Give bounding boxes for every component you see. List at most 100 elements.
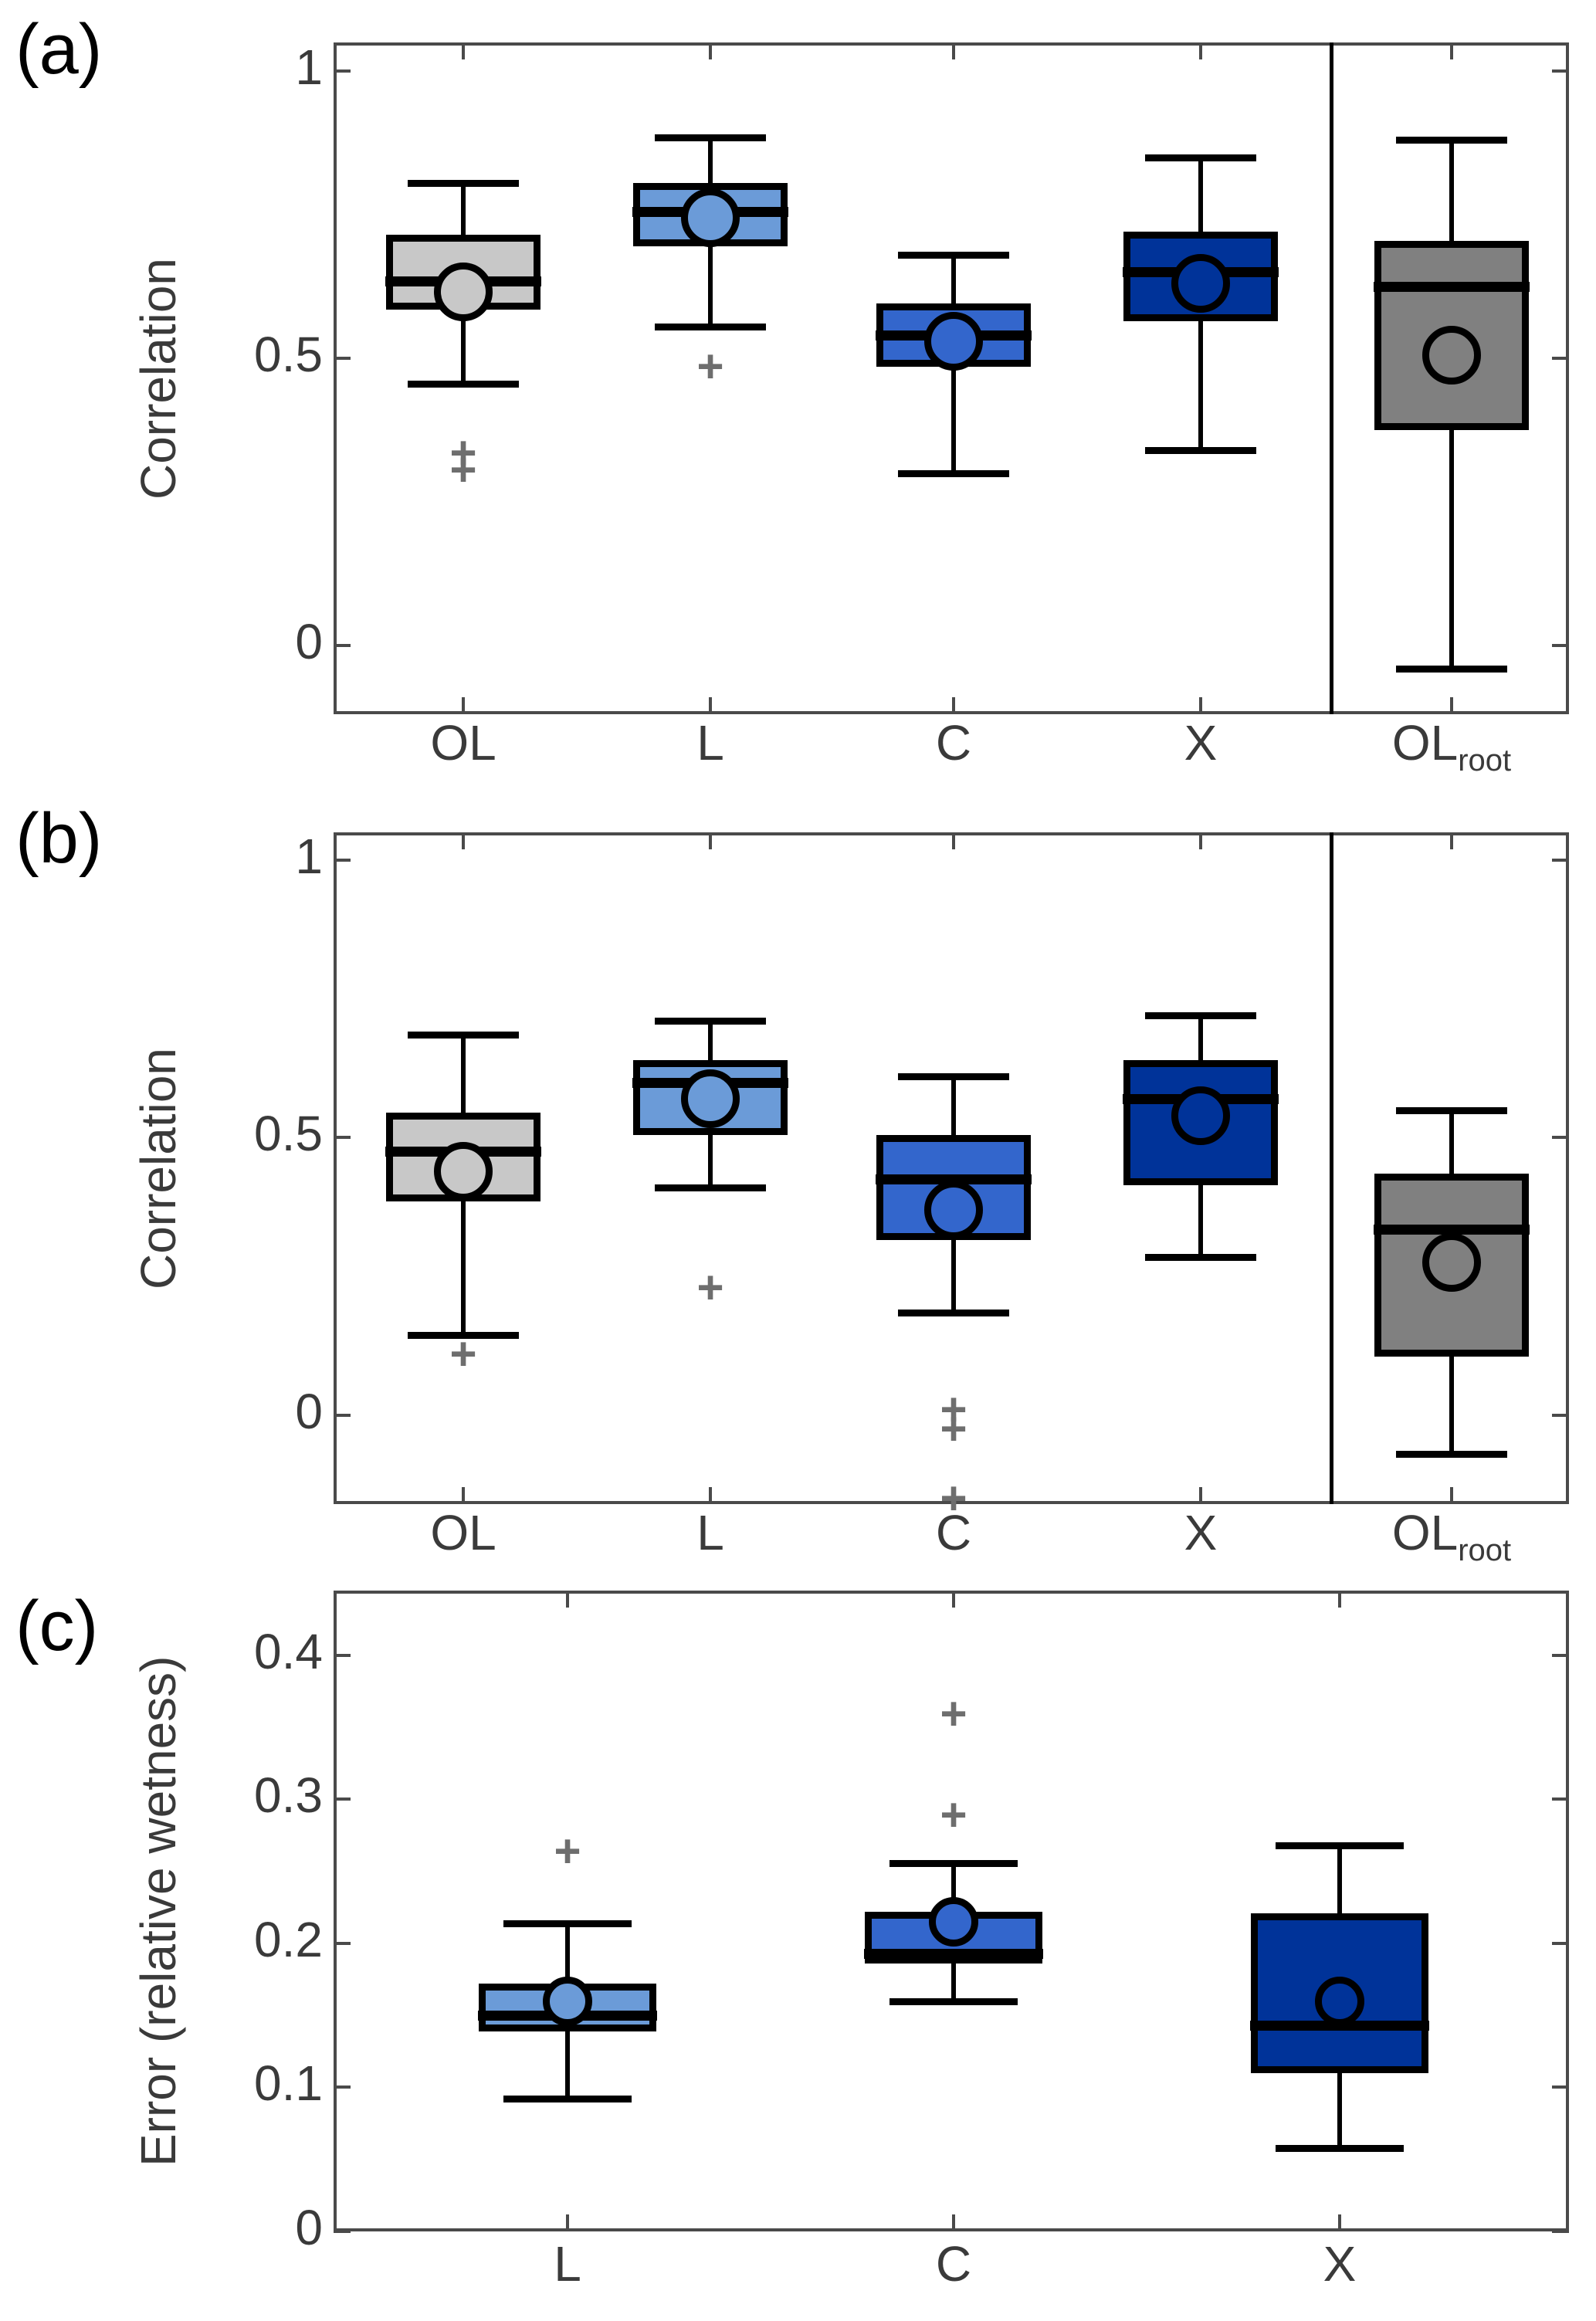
x-tick-label: X	[1184, 715, 1218, 771]
x-tick	[952, 697, 955, 714]
whisker-cap-upper	[1276, 1842, 1404, 1850]
whisker-upper	[1337, 1845, 1342, 1913]
x-tick	[462, 1487, 465, 1504]
y-tick	[1552, 356, 1569, 360]
whisker-cap-upper	[898, 252, 1009, 259]
whisker-cap-upper	[1145, 154, 1256, 161]
whisker-cap-upper	[655, 1018, 766, 1025]
x-tick	[1450, 697, 1453, 714]
panel-divider	[1330, 42, 1333, 714]
y-tick	[1552, 858, 1569, 862]
x-tick-label: OL	[430, 1505, 496, 1560]
x-tick	[566, 2214, 569, 2231]
y-tick	[334, 69, 351, 73]
panel-letter-3: (c)	[15, 1587, 99, 1665]
whisker-cap-upper	[898, 1073, 1009, 1081]
x-tick	[1199, 1487, 1202, 1504]
y-tick-label: 0.5	[254, 326, 323, 382]
x-tick	[1450, 1487, 1453, 1504]
whisker-upper	[951, 1862, 956, 1912]
whisker-cap-upper	[889, 1859, 1018, 1867]
whisker-lower	[1198, 1184, 1203, 1258]
median-line	[1374, 1225, 1530, 1235]
y-tick	[334, 1653, 351, 1657]
whisker-lower	[951, 367, 956, 473]
x-tick	[462, 697, 465, 714]
whisker-cap-lower	[655, 324, 766, 331]
x-tick-label: OLroot	[1391, 715, 1512, 778]
whisker-cap-lower	[655, 1184, 766, 1192]
x-tick	[462, 832, 465, 849]
y-tick	[1552, 2086, 1569, 2089]
whisker-cap-lower	[1145, 446, 1256, 454]
x-tick-label: OLroot	[1391, 1505, 1512, 1567]
whisker-lower	[708, 246, 713, 327]
whisker-lower	[565, 2031, 570, 2099]
x-tick	[462, 42, 465, 59]
mean-marker	[924, 1180, 983, 1239]
median-line	[864, 1949, 1043, 1960]
y-axis-label-3: Error (relative wetness)	[130, 1655, 186, 2167]
y-tick-label: 0.1	[254, 2055, 323, 2112]
whisker-upper	[708, 137, 713, 184]
whisker-lower	[1449, 429, 1454, 669]
x-tick	[709, 42, 712, 59]
whisker-cap-upper	[408, 180, 519, 188]
box	[1374, 240, 1529, 430]
whisker-cap-upper	[1396, 137, 1507, 144]
mean-marker	[543, 1976, 592, 2026]
median-line	[1374, 282, 1530, 293]
x-tick	[952, 2214, 955, 2231]
whisker-cap-lower	[408, 381, 519, 388]
x-tick	[952, 832, 955, 849]
y-tick	[1552, 643, 1569, 647]
x-tick-label: X	[1323, 2236, 1357, 2292]
mean-marker	[929, 1896, 978, 1947]
x-tick-label: L	[554, 2236, 581, 2292]
mean-marker	[924, 311, 983, 371]
whisker-lower	[951, 1240, 956, 1313]
whisker-lower	[1337, 2072, 1342, 2148]
whisker-upper	[1449, 140, 1454, 241]
x-tick-label: C	[935, 715, 972, 771]
x-tick	[709, 697, 712, 714]
x-tick	[709, 1487, 712, 1504]
y-tick	[1552, 69, 1569, 73]
whisker-cap-lower	[1396, 665, 1507, 673]
x-tick-label: OL	[430, 715, 496, 771]
x-tick	[1199, 42, 1202, 59]
x-tick-label: C	[935, 2236, 972, 2292]
whisker-cap-lower	[1276, 2144, 1404, 2152]
mean-marker	[681, 188, 740, 247]
y-tick-label: 0	[295, 613, 323, 669]
y-tick	[334, 1413, 351, 1417]
mean-marker	[1422, 326, 1481, 385]
whisker-lower	[1198, 320, 1203, 450]
mean-marker	[1315, 1976, 1364, 2026]
panel-letter-2: (b)	[15, 799, 103, 878]
x-tick	[1450, 832, 1453, 849]
whisker-upper	[1449, 1110, 1454, 1174]
y-tick-label: 0	[295, 2200, 323, 2255]
y-tick	[1552, 1136, 1569, 1140]
y-tick-label: 1	[295, 828, 323, 884]
panel-divider	[1330, 832, 1333, 1504]
mean-marker	[1171, 254, 1230, 313]
whisker-lower	[461, 309, 466, 385]
whisker-cap-upper	[503, 1919, 632, 1927]
y-tick-label: 1	[295, 39, 323, 96]
whisker-cap-upper	[1396, 1106, 1507, 1114]
x-tick	[1199, 697, 1202, 714]
y-tick	[334, 1941, 351, 1945]
whisker-upper	[708, 1021, 713, 1060]
mean-marker	[434, 263, 493, 322]
whisker-lower	[461, 1201, 466, 1335]
whisker-upper	[565, 1923, 570, 1984]
x-tick	[952, 42, 955, 59]
panel-letter-1: (a)	[15, 10, 103, 89]
y-tick-label: 0.4	[254, 1623, 323, 1679]
y-tick	[334, 858, 351, 862]
y-axis-label-1: Correlation	[130, 257, 186, 500]
whisker-lower	[951, 1964, 956, 2001]
y-tick	[334, 1798, 351, 1801]
